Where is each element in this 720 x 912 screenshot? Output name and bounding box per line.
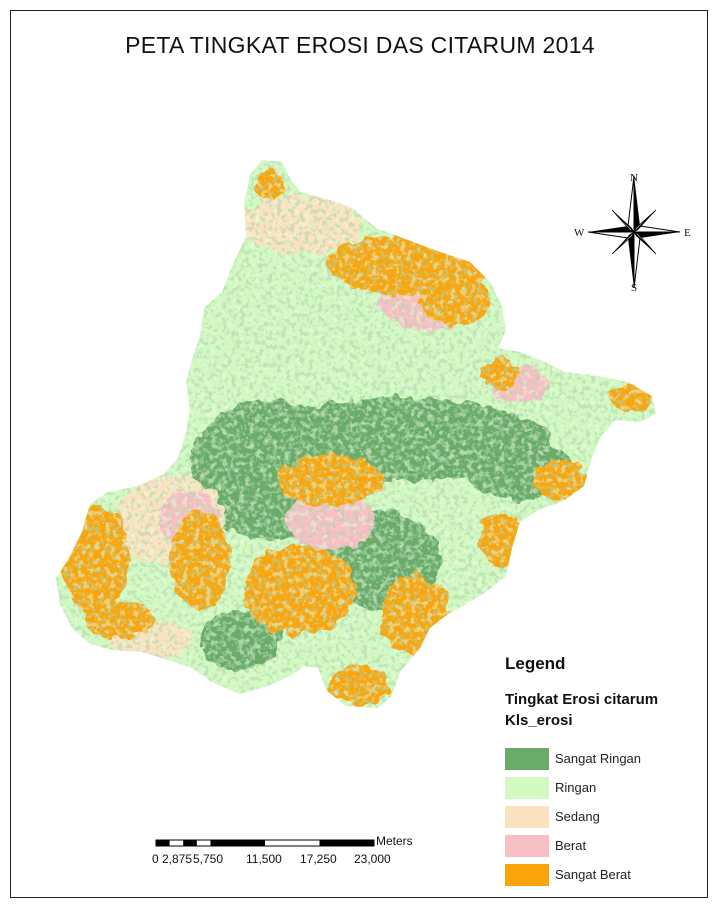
north-arrow-icon — [587, 175, 681, 289]
legend-label: Sedang — [555, 809, 600, 824]
scale-unit: Meters — [376, 834, 413, 848]
scale-bar: Meters 0 2,875 5,750 11,500 17,250 23,00… — [150, 834, 430, 874]
legend-label: Ringan — [555, 780, 597, 795]
legend-field-name: Kls_erosi — [505, 712, 573, 729]
compass-north-label: N — [630, 172, 638, 184]
legend: Legend Tingkat Erosi citarum Kls_erosi S… — [505, 654, 705, 886]
legend-swatch — [505, 835, 549, 857]
legend-label: Sangat Ringan — [555, 751, 642, 766]
map-title: PETA TINGKAT EROSI DAS CITARUM 2014 — [125, 32, 595, 58]
legend-layer-name: Tingkat Erosi citarum — [505, 691, 659, 708]
legend-title: Legend — [505, 654, 566, 673]
legend-swatch — [505, 864, 549, 886]
legend-swatch — [505, 777, 549, 799]
legend-swatch — [505, 748, 549, 770]
compass-east-label: E — [684, 227, 691, 239]
scale-label: 0 — [152, 852, 159, 866]
compass-south-label: S — [631, 282, 638, 294]
compass-west-label: W — [574, 227, 585, 239]
scale-label: 5,750 — [193, 852, 224, 866]
scale-label: 11,500 — [246, 852, 282, 866]
scale-label: 23,000 — [354, 852, 391, 866]
legend-label: Berat — [555, 838, 587, 853]
reservoir — [478, 598, 494, 610]
legend-swatch — [505, 806, 549, 828]
scale-label: 2,875 — [162, 852, 193, 866]
legend-label: Sangat Berat — [555, 867, 631, 882]
scale-label: 17,250 — [300, 852, 337, 866]
